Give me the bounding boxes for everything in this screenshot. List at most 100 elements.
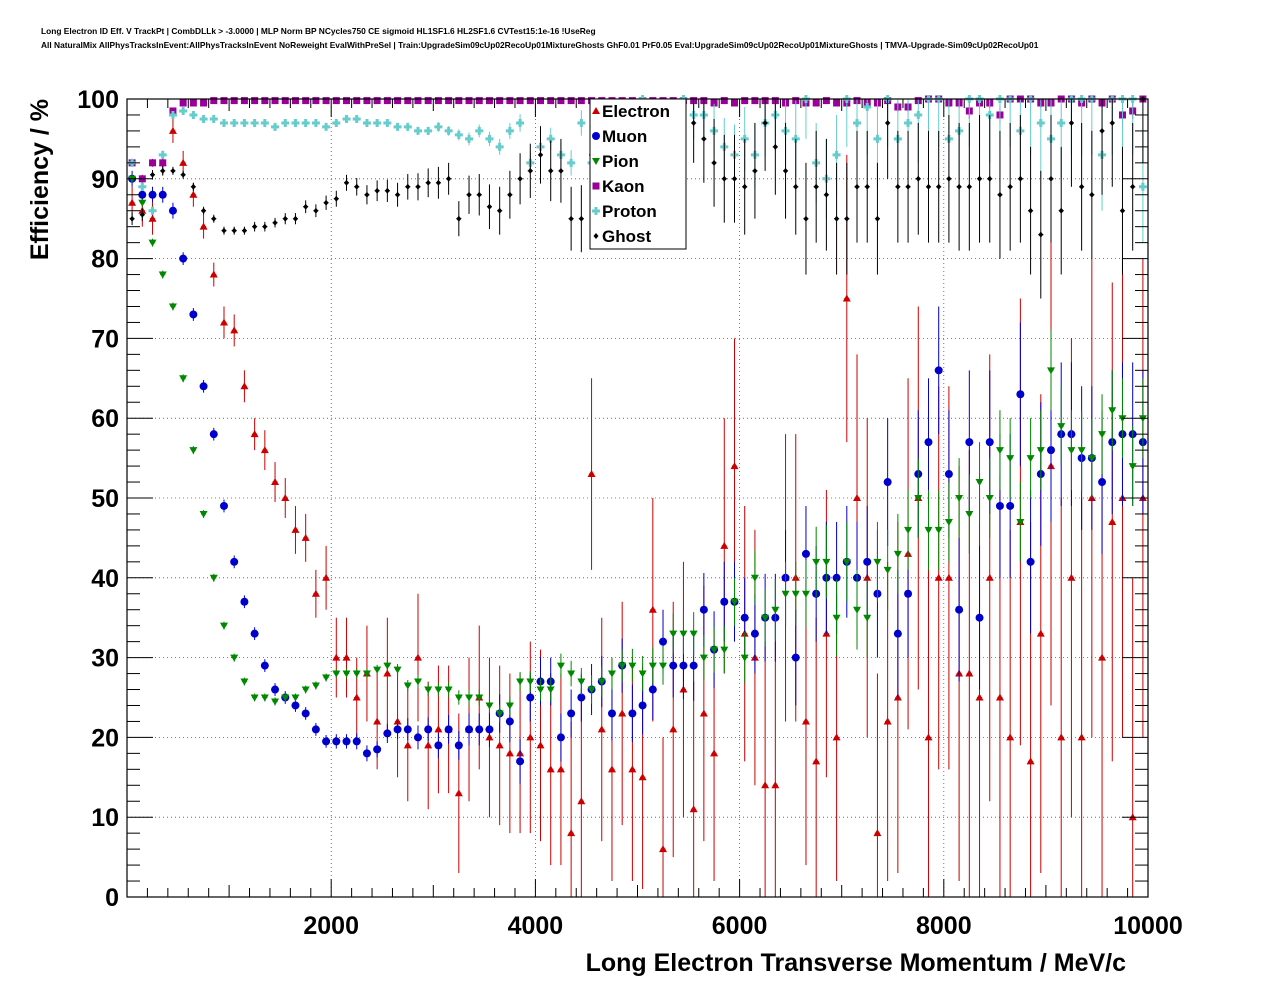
data-point — [209, 430, 218, 439]
data-point — [536, 686, 545, 694]
legend-marker — [593, 233, 599, 239]
data-point — [179, 375, 188, 383]
data-point — [730, 99, 738, 107]
legend-marker — [592, 207, 600, 215]
data-point — [465, 134, 474, 143]
data-point — [332, 737, 341, 746]
data-point — [547, 97, 555, 105]
data-point — [761, 614, 770, 622]
data-point — [373, 666, 382, 674]
data-point — [333, 195, 339, 202]
data-point — [413, 733, 422, 742]
data-point — [148, 206, 157, 215]
data-point — [883, 566, 892, 574]
data-point — [414, 97, 422, 105]
data-point — [720, 541, 729, 549]
legend-item-pion: Pion — [592, 152, 639, 171]
data-point — [822, 97, 830, 105]
data-point — [711, 159, 717, 166]
series-ghost — [129, 96, 1146, 299]
data-point — [1026, 757, 1035, 765]
data-point — [393, 122, 402, 131]
data-point — [322, 573, 331, 581]
data-point — [934, 526, 943, 534]
data-point — [323, 199, 329, 206]
data-point — [311, 118, 320, 127]
data-point — [628, 709, 637, 718]
data-point — [272, 219, 278, 226]
data-point — [465, 725, 474, 734]
data-point — [322, 97, 330, 105]
data-point — [1098, 653, 1107, 661]
data-point — [577, 97, 585, 105]
data-point — [435, 179, 441, 186]
data-point — [262, 223, 268, 230]
data-point — [934, 573, 943, 581]
y-tick-label: 20 — [91, 724, 119, 752]
data-point — [558, 167, 564, 174]
data-point — [199, 382, 208, 391]
data-point — [251, 97, 259, 105]
data-point — [516, 97, 524, 105]
x-tick-label: 6000 — [712, 912, 768, 940]
data-point — [556, 662, 565, 670]
data-point — [476, 191, 482, 198]
data-point — [444, 686, 453, 694]
data-point — [516, 118, 525, 127]
data-point — [445, 97, 453, 105]
data-point — [987, 175, 993, 182]
data-point — [403, 122, 412, 131]
data-point — [485, 702, 494, 710]
data-point — [648, 605, 657, 613]
data-point — [342, 653, 351, 661]
data-point — [260, 694, 269, 702]
data-point — [1077, 447, 1086, 455]
data-point — [659, 662, 668, 670]
y-axis-label: Efficiency / % — [26, 99, 54, 260]
data-point — [189, 447, 198, 455]
data-point — [618, 662, 627, 670]
data-point — [997, 191, 1003, 198]
data-point — [219, 501, 228, 510]
data-point — [199, 222, 208, 230]
data-point — [395, 191, 401, 198]
legend-label: Proton — [602, 202, 657, 221]
y-tick-label: 30 — [91, 645, 119, 673]
data-point — [444, 725, 453, 734]
data-point — [1026, 455, 1035, 463]
data-point — [741, 97, 749, 105]
data-point — [454, 789, 463, 797]
data-point — [914, 110, 923, 119]
data-point — [791, 653, 800, 662]
data-point — [1067, 447, 1076, 455]
data-point — [1098, 478, 1107, 487]
y-tick-label: 100 — [77, 86, 119, 114]
data-point — [209, 574, 218, 582]
data-point — [752, 167, 758, 174]
data-point — [801, 549, 810, 558]
data-point — [322, 122, 331, 131]
data-point — [354, 183, 360, 190]
data-point — [168, 110, 177, 119]
x-tick-label: 4000 — [508, 912, 564, 940]
data-point — [956, 183, 962, 190]
data-point — [1036, 118, 1045, 127]
data-point — [873, 558, 882, 566]
data-point — [1038, 231, 1044, 238]
data-point — [783, 167, 789, 174]
data-point — [1119, 207, 1125, 214]
data-point — [497, 207, 503, 214]
data-point — [282, 215, 288, 222]
data-point — [271, 698, 280, 706]
data-point — [138, 182, 147, 191]
data-point — [168, 126, 177, 134]
data-point — [413, 126, 422, 135]
data-point — [281, 97, 289, 105]
data-point — [864, 183, 870, 190]
data-point — [966, 183, 972, 190]
data-point — [853, 494, 862, 501]
data-point — [874, 215, 880, 222]
data-point — [607, 765, 616, 773]
data-point — [434, 725, 443, 733]
data-point — [179, 158, 188, 166]
